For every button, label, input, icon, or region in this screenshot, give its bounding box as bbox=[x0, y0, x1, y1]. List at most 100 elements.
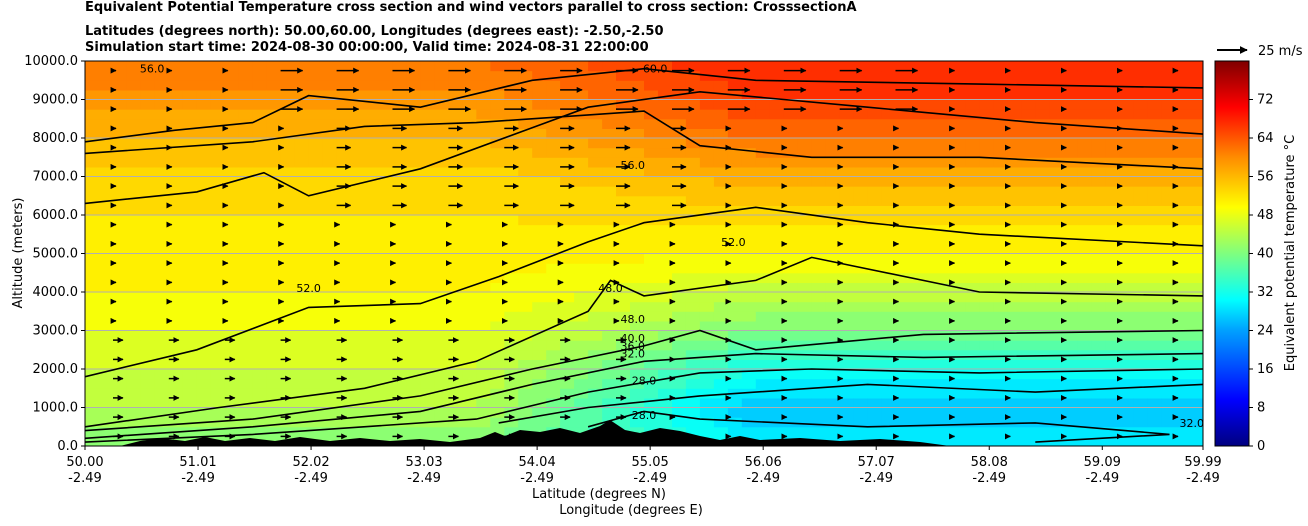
heat-cell bbox=[364, 99, 380, 110]
heat-cell bbox=[85, 128, 100, 139]
heat-cell bbox=[224, 166, 240, 178]
heat-cell bbox=[853, 157, 869, 168]
heat-cell bbox=[755, 80, 771, 91]
heat-cell bbox=[140, 272, 156, 283]
heat-cell bbox=[1175, 272, 1190, 283]
heat-cell bbox=[378, 118, 394, 129]
heat-cell bbox=[364, 330, 380, 341]
heat-cell bbox=[308, 320, 324, 332]
heat-cell bbox=[1119, 186, 1134, 197]
heat-cell bbox=[574, 61, 589, 72]
heat-cell bbox=[350, 369, 366, 380]
heat-cell bbox=[266, 388, 282, 399]
heat-cell bbox=[364, 301, 380, 312]
heat-cell bbox=[518, 349, 533, 360]
heat-cell bbox=[1007, 234, 1022, 245]
heat-cell bbox=[280, 234, 296, 245]
heat-cell bbox=[99, 80, 114, 91]
heat-cell bbox=[1049, 205, 1064, 216]
heat-cell bbox=[406, 397, 421, 409]
heat-cell bbox=[378, 369, 394, 380]
heat-cell bbox=[979, 157, 994, 168]
heat-cell bbox=[839, 224, 855, 235]
heat-cell bbox=[406, 243, 421, 255]
heat-cell bbox=[867, 61, 883, 72]
heat-cell bbox=[113, 272, 128, 283]
heat-cell bbox=[168, 378, 184, 389]
heat-cell bbox=[783, 378, 799, 389]
heat-cell bbox=[993, 253, 1008, 264]
heat-cell bbox=[1175, 89, 1190, 101]
heat-cell bbox=[266, 166, 282, 178]
heat-cell bbox=[546, 186, 561, 197]
heat-cell bbox=[979, 407, 994, 418]
heat-cell bbox=[1021, 118, 1036, 129]
heat-cell bbox=[294, 224, 310, 235]
heat-cell bbox=[685, 378, 701, 389]
heat-cell bbox=[1049, 176, 1064, 187]
heat-cell bbox=[1091, 436, 1106, 446]
heat-cell bbox=[99, 311, 114, 322]
heat-cell bbox=[699, 426, 715, 437]
heat-cell bbox=[630, 109, 645, 120]
heat-cell bbox=[881, 70, 897, 81]
heat-cell bbox=[602, 128, 617, 139]
heat-cell bbox=[1189, 70, 1203, 81]
heat-cell bbox=[490, 70, 505, 81]
heat-cell bbox=[448, 109, 463, 120]
heat-cell bbox=[993, 263, 1008, 274]
heat-cell bbox=[113, 89, 128, 101]
heat-cell bbox=[532, 349, 547, 360]
heat-cell bbox=[588, 340, 603, 351]
heat-cell bbox=[1077, 243, 1092, 255]
heat-cell bbox=[727, 61, 743, 72]
heat-cell bbox=[252, 215, 268, 226]
heat-cell bbox=[1091, 369, 1106, 380]
heat-cell bbox=[238, 243, 254, 255]
heat-cell bbox=[1035, 292, 1050, 303]
heat-cell bbox=[350, 109, 366, 120]
heat-cell bbox=[252, 301, 268, 312]
heat-cell bbox=[350, 118, 366, 129]
heat-cell bbox=[1189, 118, 1203, 129]
heat-cell bbox=[448, 195, 463, 206]
heat-cell bbox=[1063, 253, 1078, 264]
heat-cell bbox=[420, 320, 435, 332]
heat-cell bbox=[951, 407, 967, 418]
heat-cell bbox=[490, 234, 505, 245]
heat-cell bbox=[644, 195, 659, 206]
heat-cell bbox=[1119, 301, 1134, 312]
heat-cell bbox=[783, 166, 799, 178]
heat-cell bbox=[406, 417, 421, 428]
heat-cell bbox=[392, 215, 407, 226]
heat-cell bbox=[797, 263, 813, 274]
heat-cell bbox=[350, 80, 366, 91]
heat-cell bbox=[126, 253, 142, 264]
heat-cell bbox=[322, 138, 338, 149]
heat-cell bbox=[490, 195, 505, 206]
heat-cell bbox=[713, 263, 729, 274]
heat-cell bbox=[951, 89, 967, 101]
heat-cell bbox=[853, 349, 869, 360]
heat-cell bbox=[811, 70, 827, 81]
heat-cell bbox=[448, 253, 463, 264]
heat-cell bbox=[797, 80, 813, 91]
heat-cell bbox=[727, 426, 743, 437]
heat-cell bbox=[406, 157, 421, 168]
heat-cell bbox=[881, 234, 897, 245]
heat-cell bbox=[364, 359, 380, 370]
heat-cell bbox=[881, 417, 897, 428]
heat-cell bbox=[1077, 195, 1092, 206]
heat-cell bbox=[448, 166, 463, 178]
heat-cell bbox=[741, 157, 757, 168]
heat-cell bbox=[909, 157, 925, 168]
heat-cell bbox=[196, 243, 212, 255]
heat-cell bbox=[294, 282, 310, 293]
heat-cell bbox=[252, 292, 268, 303]
heat-cell bbox=[993, 292, 1008, 303]
heat-cell bbox=[672, 263, 687, 274]
heat-cell bbox=[196, 61, 212, 72]
heat-cell bbox=[1133, 253, 1148, 264]
heat-cell bbox=[1161, 311, 1176, 322]
heat-cell bbox=[252, 378, 268, 389]
